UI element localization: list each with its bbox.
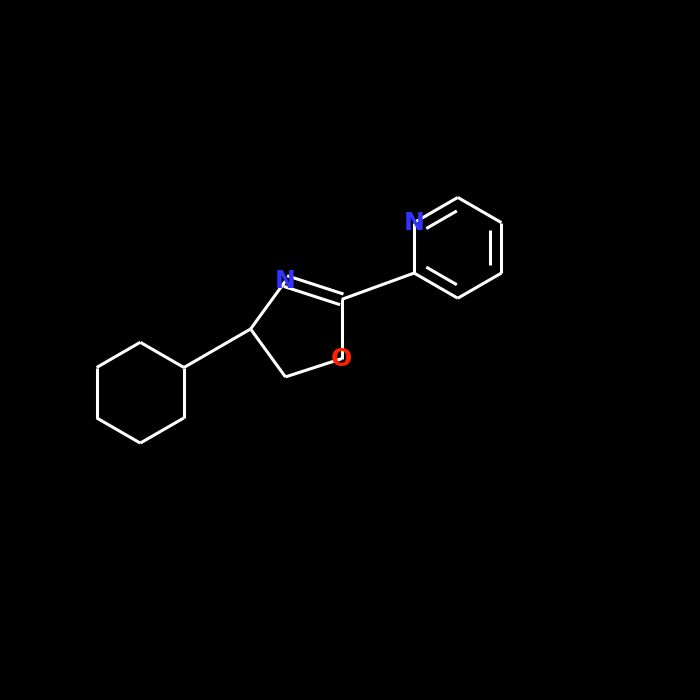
Text: O: O — [331, 346, 352, 370]
Text: N: N — [404, 211, 425, 234]
Text: N: N — [275, 269, 296, 293]
